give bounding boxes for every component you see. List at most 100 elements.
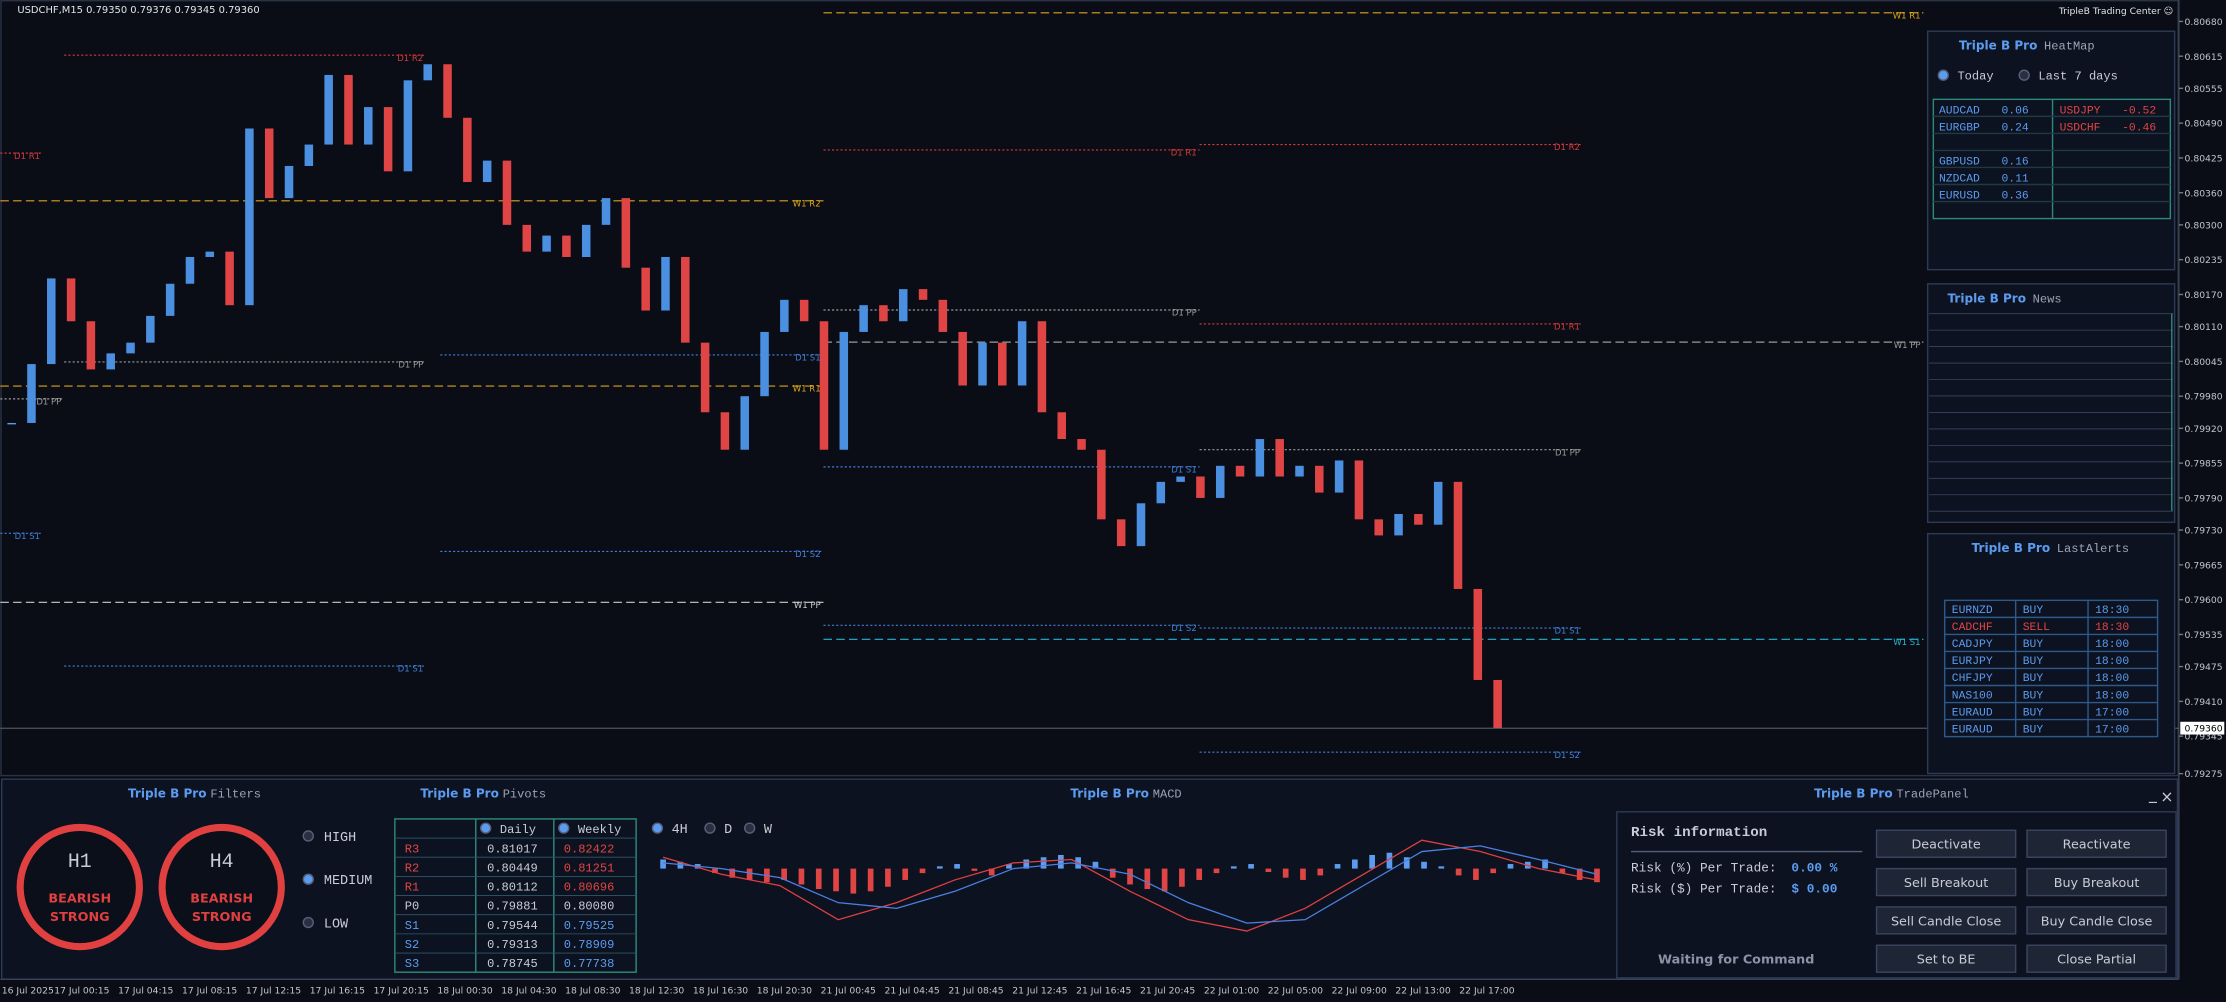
pivot-level-label: D1 PP (1172, 309, 1197, 319)
button[interactable] (2026, 829, 2167, 858)
y-tick-label: 0.79535 (2185, 630, 2223, 641)
alert-cell: BUY (2023, 690, 2044, 702)
y-tick-label: 0.79410 (2185, 697, 2223, 708)
candle (324, 74, 333, 145)
radio[interactable] (302, 916, 314, 929)
macd-bar (1161, 868, 1168, 892)
macd-timeframe[interactable]: 4H (672, 823, 688, 838)
button[interactable] (1875, 906, 2017, 935)
button-label[interactable]: Sell Candle Close (1891, 914, 2001, 929)
close-icon[interactable]: × (2160, 788, 2173, 806)
macd-timeframe[interactable]: W (764, 823, 773, 838)
panel-title: MACD (1153, 788, 1182, 802)
button-label[interactable]: Close Partial (2057, 953, 2136, 968)
x-tick-label: 17 Jul 20:15 (374, 985, 429, 996)
radio[interactable] (743, 822, 756, 834)
radio[interactable] (704, 822, 716, 834)
alert-cell: BUY (2023, 656, 2044, 668)
button[interactable] (2026, 944, 2167, 973)
button[interactable] (2026, 867, 2167, 897)
macd-timeframe[interactable]: D (724, 823, 732, 838)
button-label[interactable]: Reactivate (2063, 838, 2131, 853)
risk-heading: Risk information (1631, 825, 1767, 841)
radio[interactable] (1937, 69, 1949, 81)
candle (264, 128, 274, 199)
candle (1196, 476, 1205, 498)
gauge-timeframe: H4 (210, 850, 234, 873)
button-label[interactable]: Buy Candle Close (2041, 914, 2153, 929)
y-tick-label: 0.80170 (2185, 290, 2223, 301)
pivot-daily: 0.80112 (487, 881, 538, 895)
pivot-daily: 0.79881 (487, 900, 538, 914)
macd-bar (712, 868, 718, 874)
x-tick-label: 22 Jul 05:00 (1268, 985, 1323, 996)
panel (1926, 283, 2176, 523)
radio[interactable] (302, 830, 314, 842)
gauge-signal: BEARISH (190, 892, 253, 907)
candle (740, 396, 749, 450)
macd-bar (954, 864, 960, 869)
y-tick-label: 0.79345 (2185, 732, 2223, 743)
candle (66, 278, 76, 322)
macd-bar (1058, 854, 1064, 869)
candle (1453, 481, 1463, 589)
minimize-icon[interactable]: _ (2148, 785, 2157, 804)
button-label[interactable]: Deactivate (1911, 838, 1980, 853)
tab-label[interactable]: Today (1957, 69, 1993, 83)
gauge-ring (158, 823, 285, 951)
pivot-level-label: D1 S2 (795, 550, 820, 560)
x-tick-label: 21 Jul 12:45 (1012, 985, 1067, 996)
alert-cell: BUY (2023, 673, 2044, 685)
alert-cell: 17:00 (2095, 707, 2129, 719)
macd-bar (1265, 868, 1272, 872)
alert-cell: 18:00 (2095, 673, 2129, 685)
macd-bar (1421, 861, 1427, 869)
radio[interactable] (558, 822, 570, 834)
pivot-level-label: D1 S1 (398, 665, 423, 675)
pivot-weekly: 0.77738 (564, 957, 615, 971)
button-label[interactable]: Buy Breakout (2054, 876, 2140, 891)
button[interactable] (1875, 829, 2017, 858)
x-tick-label: 18 Jul 20:30 (757, 985, 812, 996)
macd-bar (919, 868, 926, 874)
risk-label: Risk (%) Per Trade: (1631, 860, 1777, 875)
macd-bar (1230, 866, 1237, 869)
candle (47, 278, 56, 365)
button[interactable] (1875, 867, 2017, 897)
candle (383, 107, 393, 172)
y-tick-label: 0.80300 (2185, 220, 2223, 231)
impact-label[interactable]: MEDIUM (324, 874, 373, 889)
candle (542, 235, 551, 252)
macd-bar (729, 868, 736, 878)
pivot-level-label: D1 R1 (14, 152, 40, 162)
x-tick-label: 22 Jul 09:00 (1332, 985, 1387, 996)
radio[interactable] (480, 822, 492, 834)
candle (146, 315, 155, 343)
candle (1235, 465, 1245, 477)
candle (1394, 513, 1403, 536)
button[interactable] (2026, 906, 2167, 935)
tab-label[interactable]: Last 7 days (2038, 69, 2118, 83)
impact-label[interactable]: LOW (324, 917, 349, 932)
pivot-level-label: D1 S1 (795, 354, 820, 364)
radio[interactable] (2018, 69, 2030, 81)
pivot-level-label: W1 R1 (793, 385, 821, 395)
radio[interactable] (651, 822, 664, 834)
impact-label[interactable]: HIGH (324, 831, 356, 846)
candle (1156, 481, 1166, 504)
button-label[interactable]: Set to BE (1917, 953, 1976, 968)
pivot-column[interactable]: Daily (500, 823, 536, 837)
radio[interactable] (302, 873, 314, 885)
status-text: Waiting for Command (1658, 953, 1814, 968)
pivot-column[interactable]: Weekly (578, 823, 621, 837)
pivot-weekly: 0.81251 (564, 861, 615, 875)
button-label[interactable]: Sell Breakout (1904, 876, 1988, 891)
pivot-daily: 0.80449 (487, 861, 538, 875)
button[interactable] (1875, 944, 2017, 973)
pivot-name: R3 (405, 842, 419, 856)
gauge-strength: STRONG (50, 910, 110, 925)
pivot-level-label: D1 R2 (397, 54, 423, 64)
candle (1255, 439, 1265, 477)
candle (1116, 519, 1126, 547)
